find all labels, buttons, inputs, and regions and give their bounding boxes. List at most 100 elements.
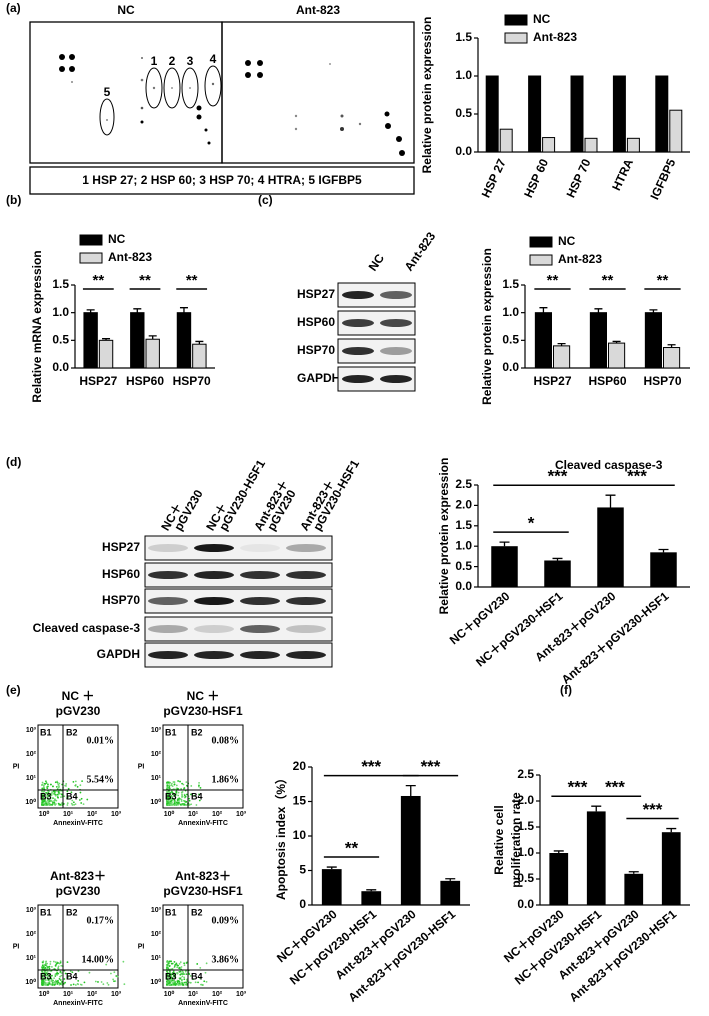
error-bar <box>612 340 621 344</box>
flow-event <box>171 791 174 794</box>
flow-event <box>42 790 45 793</box>
flow-event <box>58 983 61 986</box>
flow-y-tick: 10¹ <box>26 775 37 782</box>
flow-title: NC ＋ <box>62 689 95 703</box>
flow-event <box>46 976 49 979</box>
quadrant-percent: 0.17% <box>87 915 115 926</box>
flow-event <box>184 795 187 798</box>
flow-event <box>52 785 54 788</box>
legend-swatch <box>79 234 103 246</box>
flow-event <box>45 961 47 963</box>
x-tick-label: HSP60 <box>588 374 626 388</box>
significance-label: ** <box>602 272 614 289</box>
flow-x-tick: 10¹ <box>188 991 199 998</box>
y-axis-label: Relative protein expression <box>420 17 434 174</box>
y-tick-label: 15 <box>293 794 307 808</box>
flow-event <box>60 793 63 796</box>
flow-event <box>59 979 62 981</box>
blot-row-label: HSP27 <box>297 287 335 301</box>
flow-event <box>200 983 203 986</box>
blot-band <box>240 651 280 659</box>
flow-event <box>203 980 206 983</box>
flow-event <box>181 981 183 984</box>
flow-event <box>41 796 43 799</box>
blot-band <box>286 597 326 605</box>
flow-event <box>42 793 45 795</box>
bar <box>608 342 626 369</box>
bar <box>624 873 644 905</box>
flow-event <box>170 960 173 963</box>
flow-event <box>57 786 60 789</box>
flow-event <box>176 964 178 966</box>
flow-event <box>184 983 187 986</box>
flow-y-tick: 10² <box>151 751 162 758</box>
y-axis-label: Relative cell <box>492 805 506 874</box>
flow-event <box>172 797 175 800</box>
flow-y-tick: 10³ <box>151 907 162 914</box>
y-tick-label: 10 <box>293 828 307 842</box>
flow-event <box>177 803 180 806</box>
flow-event <box>189 981 192 984</box>
flow-event <box>52 792 55 795</box>
flow-event <box>168 975 171 978</box>
flow-event <box>53 977 56 980</box>
flow-event <box>174 972 176 975</box>
flow-event <box>166 795 168 797</box>
flow-event <box>185 962 188 964</box>
flow-event <box>55 790 57 793</box>
flow-event <box>100 981 103 983</box>
bar <box>644 312 662 369</box>
x-tick-label: HSP70 <box>643 374 681 388</box>
quadrant-percent: 0.08% <box>212 735 240 746</box>
blot-row-label: HSP60 <box>297 315 335 329</box>
flow-event <box>172 973 175 976</box>
flow-x-tick: 10² <box>87 991 98 998</box>
flow-y-tick: 10¹ <box>26 955 37 962</box>
y-tick-label: 0.0 <box>52 360 69 374</box>
flow-event <box>41 964 44 967</box>
flow-event <box>43 782 46 785</box>
flow-title: pGV230-HSF1 <box>163 704 243 718</box>
flow-event <box>97 981 99 983</box>
flow-event <box>54 799 57 802</box>
flow-event <box>185 804 188 806</box>
error-bar <box>133 308 142 313</box>
flow-event <box>57 783 60 786</box>
flow-event <box>42 966 45 969</box>
flow-event <box>44 798 46 800</box>
bar <box>597 507 624 587</box>
y-axis-label: Relative protein expression <box>480 248 494 405</box>
blot-row-label: HSP70 <box>297 343 335 357</box>
blot-band <box>148 571 188 579</box>
bar <box>612 75 626 153</box>
flow-event <box>175 784 178 787</box>
flow-event <box>172 781 175 783</box>
flow-event <box>81 780 84 782</box>
flow-event <box>180 966 183 968</box>
flow-event <box>179 973 182 976</box>
quadrant-percent: 1.86% <box>212 774 240 785</box>
flow-y-label: PI <box>13 763 20 770</box>
blot-band <box>194 544 234 552</box>
x-tick-label: HSP27 <box>79 374 117 388</box>
flow-title: pGV230 <box>56 884 101 898</box>
flow-event <box>44 804 47 806</box>
quadrant-label: B4 <box>66 971 78 981</box>
quadrant-label: B2 <box>66 907 78 917</box>
significance-label: *** <box>643 800 663 819</box>
flow-event <box>171 982 174 984</box>
flow-event <box>57 792 60 794</box>
flow-event <box>167 799 170 802</box>
flow-event <box>176 787 179 790</box>
bar <box>83 312 98 369</box>
flow-event <box>190 793 192 796</box>
flow-event <box>173 783 176 786</box>
flow-event <box>201 983 204 986</box>
flow-event <box>177 983 180 986</box>
y-axis-label: Relative mRNA expression <box>30 250 44 402</box>
error-bar <box>148 335 157 340</box>
flow-event <box>178 800 180 802</box>
flow-event <box>168 787 171 790</box>
flow-event <box>166 972 169 975</box>
